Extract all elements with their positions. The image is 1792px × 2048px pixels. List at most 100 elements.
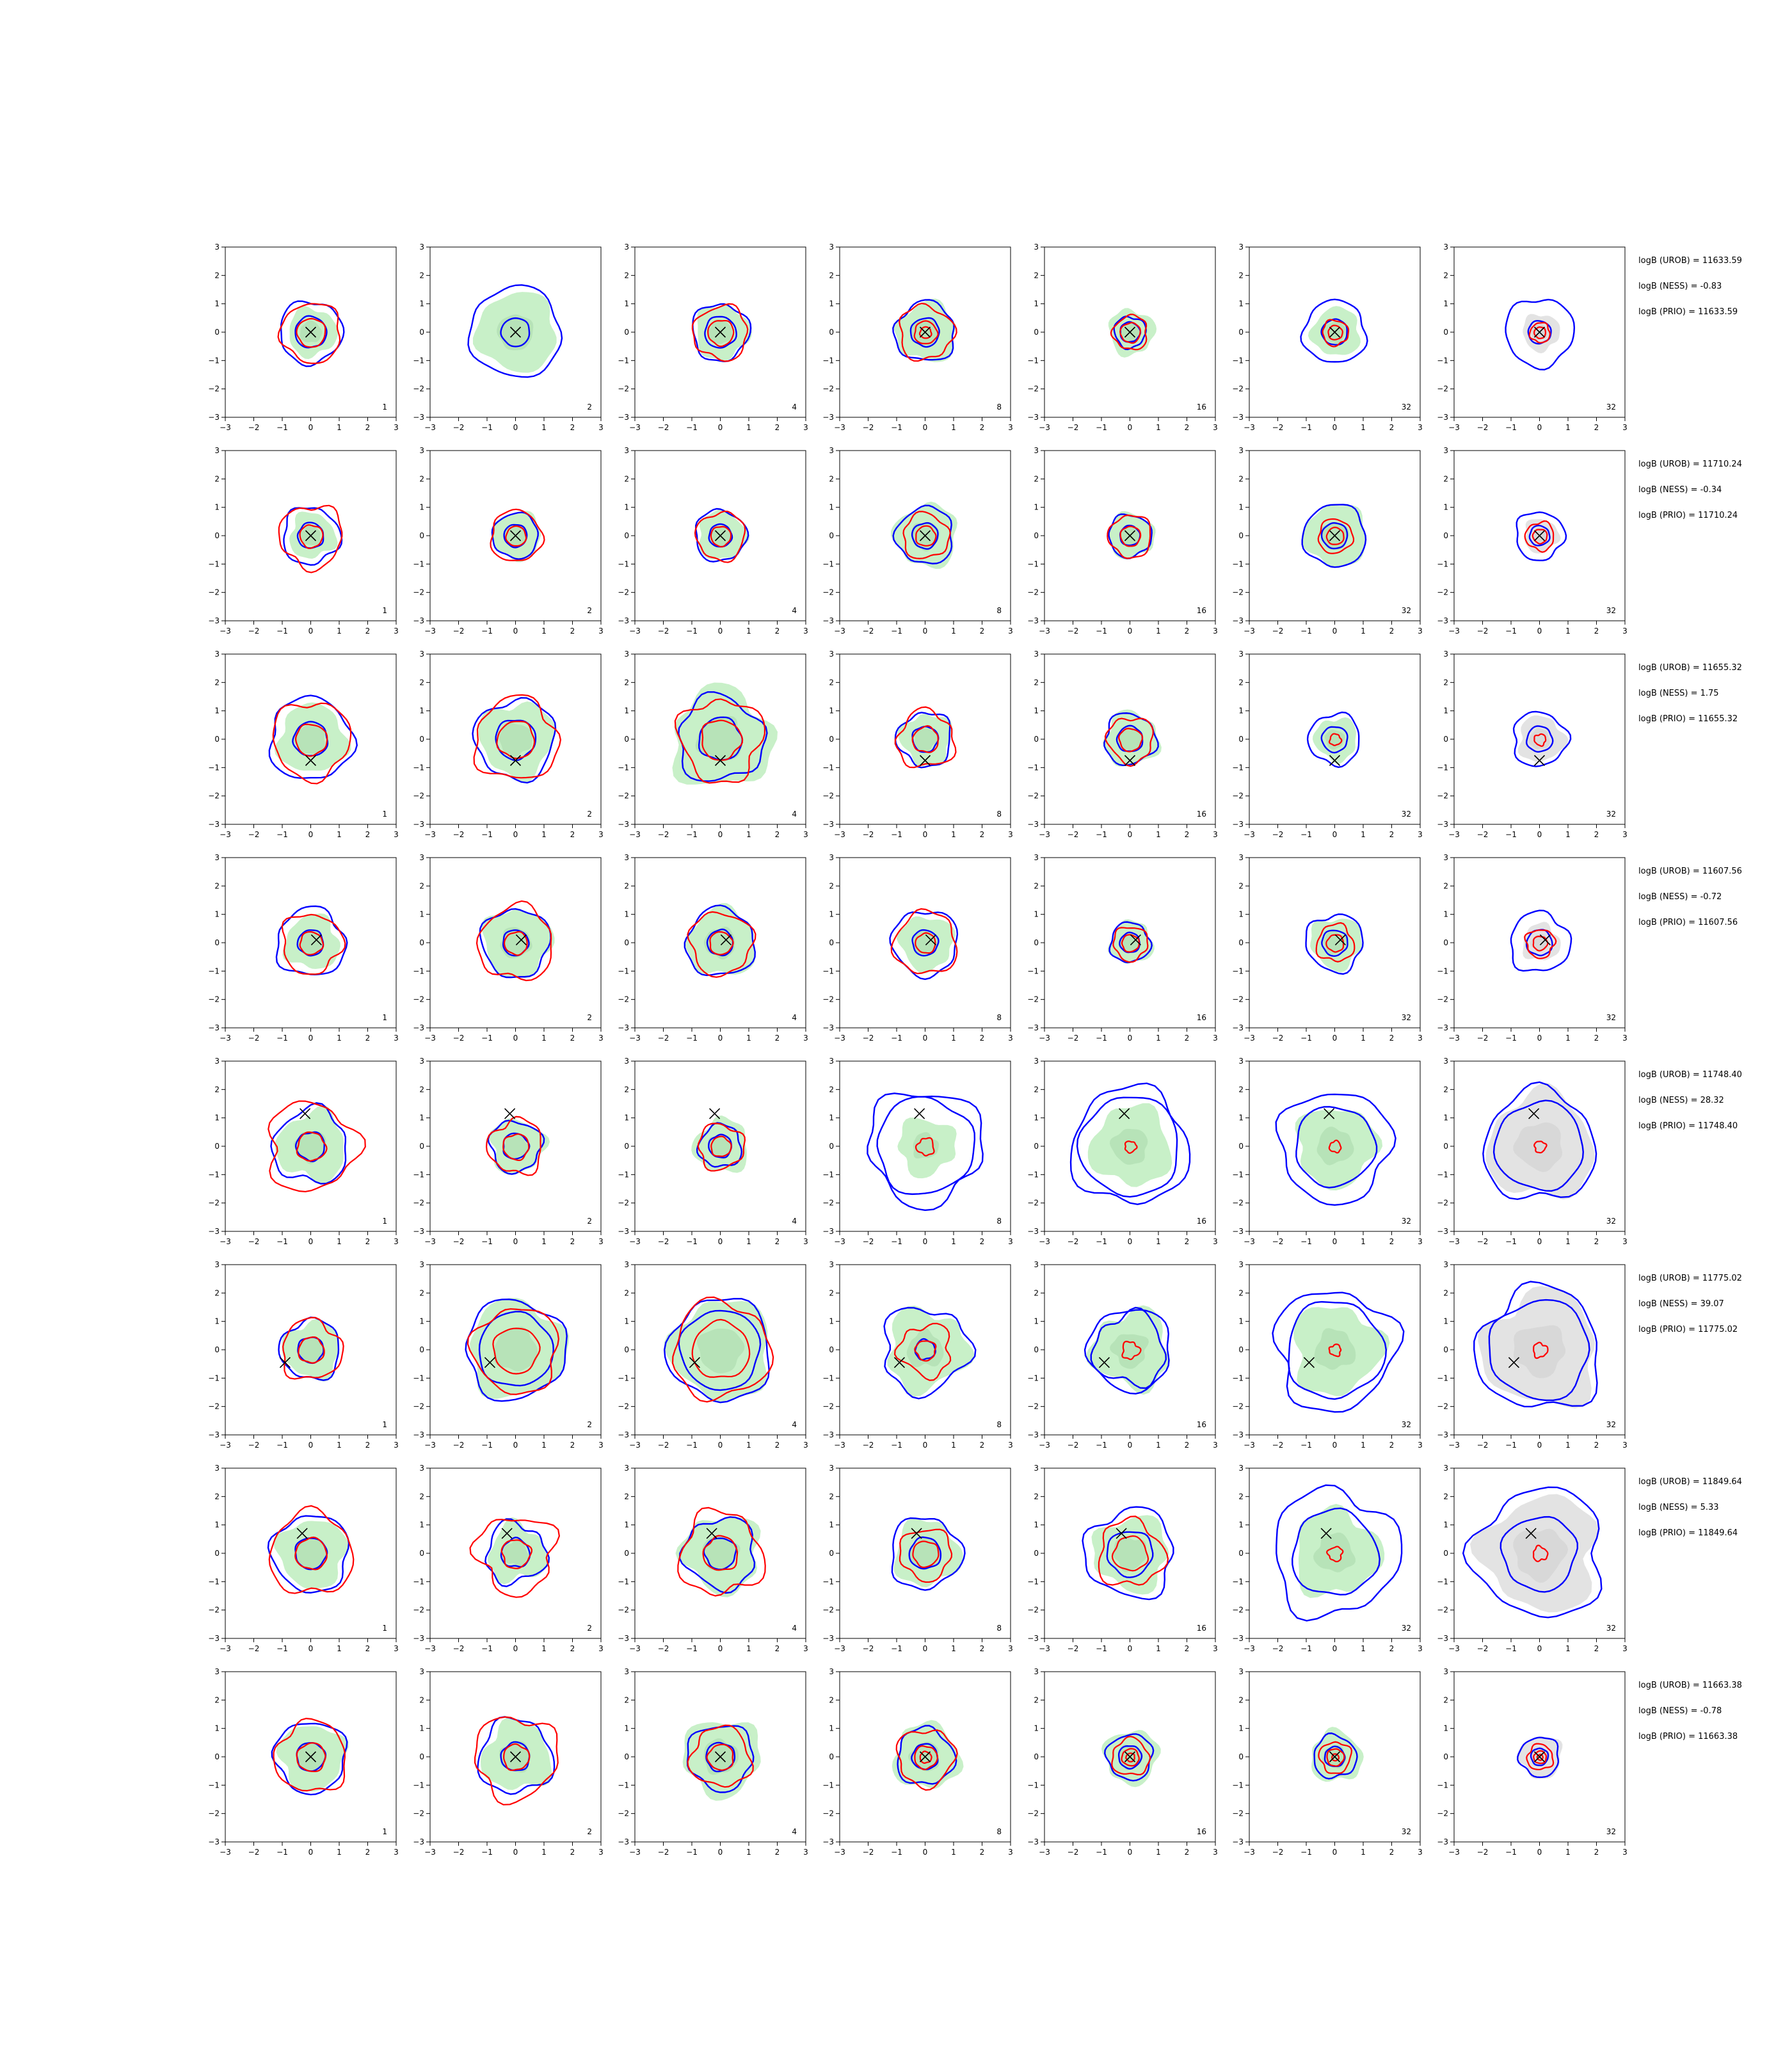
y-tick-label: −1 bbox=[1232, 1373, 1244, 1382]
y-tick-label: 0 bbox=[829, 938, 834, 947]
red-contour bbox=[893, 1322, 952, 1381]
x-tick-label: 1 bbox=[541, 1848, 547, 1857]
blue-contour bbox=[1313, 1732, 1358, 1780]
x-tick-label: −2 bbox=[1272, 1034, 1284, 1043]
x-tick-label: 2 bbox=[570, 830, 575, 839]
y-tick-label: −2 bbox=[1027, 1606, 1039, 1615]
panel-r7-c1: −3 −2 −1 0 1 2 3 3 2 1 0 −1 −2 −3 1 bbox=[208, 1464, 399, 1653]
x-tick-label: 3 bbox=[1008, 830, 1013, 839]
y-tick-label: 3 bbox=[829, 853, 834, 862]
panel-r1-c5: −3 −2 −1 0 1 2 3 3 2 1 0 −1 −2 −3 16 bbox=[1027, 243, 1218, 432]
y-tick-label: 3 bbox=[1238, 1057, 1244, 1066]
red-contour bbox=[1524, 929, 1557, 959]
stat-line: logB (NESS) = -0.72 bbox=[1638, 892, 1722, 902]
x-tick-label: −1 bbox=[891, 1237, 902, 1246]
panel-r3-c2: −3 −2 −1 0 1 2 3 3 2 1 0 −1 −2 −3 2 bbox=[413, 650, 604, 839]
x-tick-label: −2 bbox=[1068, 1644, 1079, 1653]
x-tick-label: 0 bbox=[513, 1644, 518, 1653]
red-contour bbox=[1315, 922, 1356, 963]
x-tick-label: 2 bbox=[1594, 1441, 1599, 1450]
y-tick-label: 0 bbox=[624, 1345, 629, 1354]
panel-label: 16 bbox=[1197, 1217, 1206, 1226]
x-tick-label: 1 bbox=[1565, 830, 1571, 839]
blue-contour bbox=[1321, 929, 1348, 957]
panel-label: 32 bbox=[1606, 1217, 1616, 1226]
x-tick-label: 0 bbox=[1537, 830, 1542, 839]
blue-contour bbox=[1108, 513, 1153, 559]
x-tick-label: 0 bbox=[1128, 830, 1133, 839]
blue-contour bbox=[1512, 710, 1572, 767]
y-tick-label: −3 bbox=[1232, 413, 1244, 422]
x-tick-label: −2 bbox=[1068, 1034, 1079, 1043]
x-tick-label: 0 bbox=[308, 423, 314, 432]
x-tick-label: −1 bbox=[1300, 627, 1312, 636]
x-tick-label: 1 bbox=[337, 627, 342, 636]
x-tick-label: −2 bbox=[658, 423, 669, 432]
y-tick-label: 1 bbox=[1034, 1724, 1039, 1733]
x-tick-label: 2 bbox=[1594, 1034, 1599, 1043]
x-tick-label: 3 bbox=[803, 627, 808, 636]
y-tick-label: −2 bbox=[618, 1402, 629, 1411]
x-tick-label: 0 bbox=[1128, 1848, 1133, 1857]
x-tick-label: 2 bbox=[1594, 423, 1599, 432]
x-tick-label: −3 bbox=[1448, 423, 1460, 432]
x-tick-label: 0 bbox=[1537, 1441, 1542, 1450]
red-contour bbox=[918, 326, 932, 339]
x-tick-label: 0 bbox=[923, 1034, 928, 1043]
y-tick-label: −1 bbox=[208, 1170, 220, 1179]
blue-contour bbox=[1528, 524, 1551, 547]
x-tick-label: −2 bbox=[1068, 627, 1079, 636]
x-tick-label: −1 bbox=[1505, 830, 1517, 839]
panel-label: 16 bbox=[1197, 403, 1206, 412]
x-tick-label: 2 bbox=[365, 1441, 371, 1450]
x-tick-label: −2 bbox=[658, 1848, 669, 1857]
red-contour bbox=[902, 511, 951, 559]
x-tick-label: 0 bbox=[308, 1644, 314, 1653]
x-tick-label: 3 bbox=[803, 1644, 808, 1653]
y-tick-label: −2 bbox=[413, 588, 424, 597]
x-tick-label: 1 bbox=[1156, 1034, 1161, 1043]
panel-r8-c3: −3 −2 −1 0 1 2 3 3 2 1 0 −1 −2 −3 4 bbox=[618, 1667, 808, 1857]
y-tick-label: 0 bbox=[1443, 938, 1448, 947]
x-tick-label: 2 bbox=[775, 1644, 780, 1653]
y-tick-label: 0 bbox=[214, 938, 220, 947]
red-contour bbox=[706, 1743, 734, 1771]
x-tick-label: 0 bbox=[1332, 1644, 1338, 1653]
blue-contour bbox=[1505, 298, 1576, 371]
x-tick-label: −1 bbox=[891, 627, 902, 636]
y-tick-label: 3 bbox=[829, 1260, 834, 1269]
x-tick-label: −3 bbox=[220, 1237, 231, 1246]
x-tick-label: −1 bbox=[481, 627, 493, 636]
marker-x bbox=[919, 1751, 931, 1763]
x-tick-label: −2 bbox=[863, 830, 874, 839]
panel-label: 4 bbox=[792, 1420, 797, 1429]
blue-contour bbox=[911, 929, 940, 957]
marker-x bbox=[509, 1751, 522, 1763]
y-tick-label: 2 bbox=[419, 1492, 424, 1501]
y-tick-label: 1 bbox=[214, 910, 220, 919]
y-tick-label: −3 bbox=[618, 820, 629, 829]
y-tick-label: 2 bbox=[1443, 1695, 1448, 1704]
panel-label: 32 bbox=[1606, 403, 1616, 412]
panel-label: 1 bbox=[382, 1420, 387, 1429]
red-contour bbox=[503, 1743, 531, 1772]
y-tick-label: −2 bbox=[208, 792, 220, 801]
red-contour bbox=[474, 1716, 559, 1805]
x-tick-label: −2 bbox=[248, 830, 260, 839]
x-tick-label: −2 bbox=[1068, 1237, 1079, 1246]
y-tick-label: −2 bbox=[1437, 792, 1448, 801]
y-tick-label: 1 bbox=[1238, 1724, 1244, 1733]
y-tick-label: 2 bbox=[1443, 1492, 1448, 1501]
blue-contour bbox=[1084, 1309, 1170, 1395]
y-tick-label: −3 bbox=[208, 616, 220, 625]
x-tick-label: −1 bbox=[1096, 1237, 1107, 1246]
x-tick-label: 0 bbox=[923, 1848, 928, 1857]
y-tick-label: 0 bbox=[624, 735, 629, 744]
x-tick-label: −1 bbox=[481, 423, 493, 432]
x-tick-label: 0 bbox=[513, 627, 518, 636]
red-contour bbox=[492, 1327, 541, 1375]
x-tick-label: 1 bbox=[746, 830, 751, 839]
density-core bbox=[911, 319, 939, 348]
x-tick-label: 0 bbox=[923, 423, 928, 432]
